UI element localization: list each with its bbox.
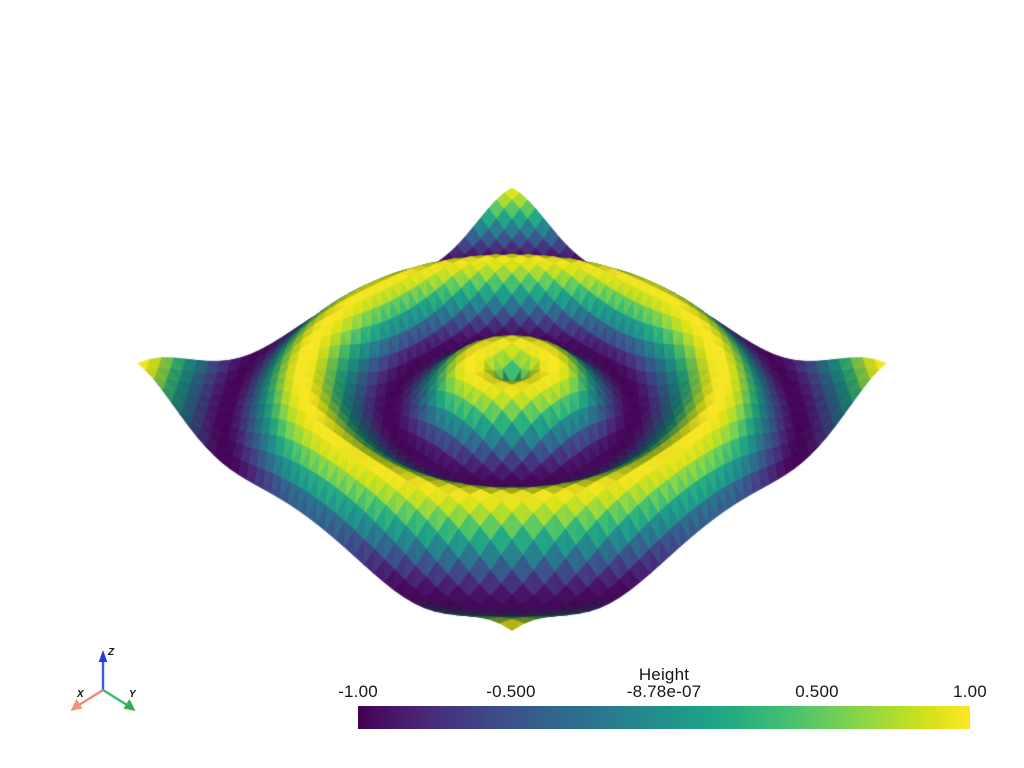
orientation-axes-widget: Z X Y — [70, 647, 137, 711]
z-axis-label: Z — [107, 647, 115, 658]
scalarbar-colormap-gradient — [358, 706, 970, 729]
scalarbar-tick-label-min: -1.00 — [338, 682, 378, 701]
x-axis-arrow — [78, 688, 104, 707]
y-axis-arrowhead-icon — [123, 699, 136, 711]
scalarbar-tick-label: -0.500 — [486, 682, 536, 701]
x-axis-label: X — [76, 689, 85, 700]
scalarbar-title: Height — [638, 665, 690, 684]
scalarbar-tick-label-mid: -8.78e-07 — [626, 682, 702, 701]
scalarbar-widget: Height -1.00 -0.500 -8.78e-07 0.500 1.00 — [338, 665, 987, 730]
y-axis-arrow — [102, 688, 128, 707]
x-axis-arrowhead-icon — [70, 699, 83, 711]
scalarbar-tick-label-max: 1.00 — [953, 682, 987, 701]
z-axis-arrowhead-icon — [98, 650, 108, 662]
scalarbar-tick-label: 0.500 — [795, 682, 839, 701]
y-axis-label: Y — [129, 689, 137, 700]
